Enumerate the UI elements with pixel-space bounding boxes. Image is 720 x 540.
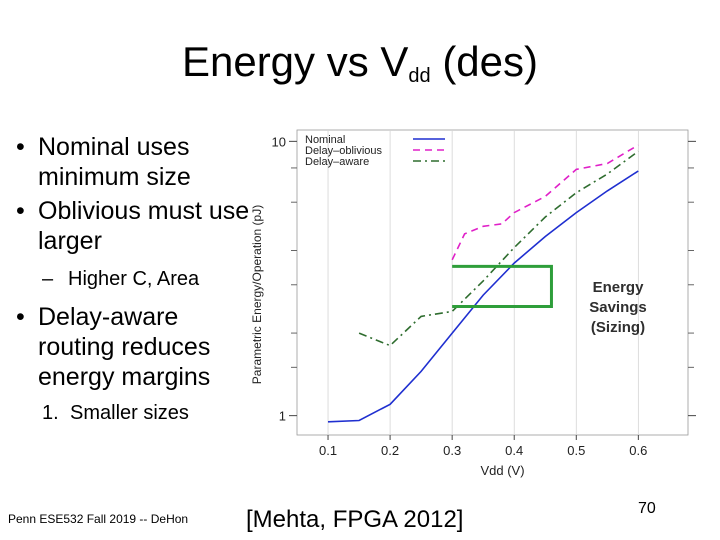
page-number: 70 [638, 500, 656, 517]
title-main: Energy vs V [181, 38, 409, 85]
bullet-item: Nominal uses minimum size [12, 132, 252, 192]
x-axis-label: Vdd (V) [480, 463, 524, 478]
legend-label: Delay–oblivious [305, 145, 383, 157]
slide-title: Energy vs Vdd (des) [0, 38, 720, 88]
plot-frame [296, 129, 689, 436]
footer-course: Penn ESE532 Fall 2019 -- DeHon [8, 512, 189, 526]
numbered-text: Smaller sizes [70, 402, 189, 424]
legend-label: Delay–aware [305, 156, 369, 168]
series-line [327, 170, 639, 423]
bullet-item: Delay-aware routing reduces energy margi… [12, 302, 252, 392]
sub-bullet-dash: – [42, 268, 54, 290]
series-line [358, 150, 639, 347]
y-tick-label: 10 [272, 134, 286, 149]
numbered-marker: 1. [42, 402, 59, 424]
legend-label: Nominal [305, 134, 345, 146]
numbered-item: 1. Smaller sizes [12, 400, 252, 426]
savings-annotation: (Sizing) [591, 319, 645, 336]
title-tail: (des) [430, 38, 539, 85]
energy-chart: 0.1 0.2 0.3 0.4 0.5 0.6 1 10 Vdd (V) Parametric E… [250, 129, 696, 478]
citation: [Mehta, FPGA 2012] [246, 506, 464, 533]
x-tick-label: 0.3 [443, 443, 461, 458]
savings-annotation: Energy [593, 279, 645, 296]
bullet-item: Oblivious must use larger [12, 196, 252, 256]
sub-bullet-item: – Higher C, Area [12, 266, 252, 292]
x-tick-label: 0.5 [567, 443, 585, 458]
x-tick-label: 0.2 [381, 443, 399, 458]
x-tick-label: 0.6 [629, 443, 647, 458]
x-tick-label: 0.4 [505, 443, 523, 458]
y-axis-label: Parametric Energy/Operation (pJ) [250, 205, 264, 384]
bullet-list: Nominal uses minimum size Oblivious must… [12, 132, 252, 426]
y-tick-label: 1 [279, 409, 286, 424]
sub-bullet-text: Higher C, Area [68, 268, 200, 290]
title-subscript: dd [408, 65, 431, 87]
savings-bracket [452, 264, 553, 308]
savings-annotation: Savings [589, 299, 647, 316]
x-tick-label: 0.1 [319, 443, 337, 458]
series-line [451, 144, 639, 261]
